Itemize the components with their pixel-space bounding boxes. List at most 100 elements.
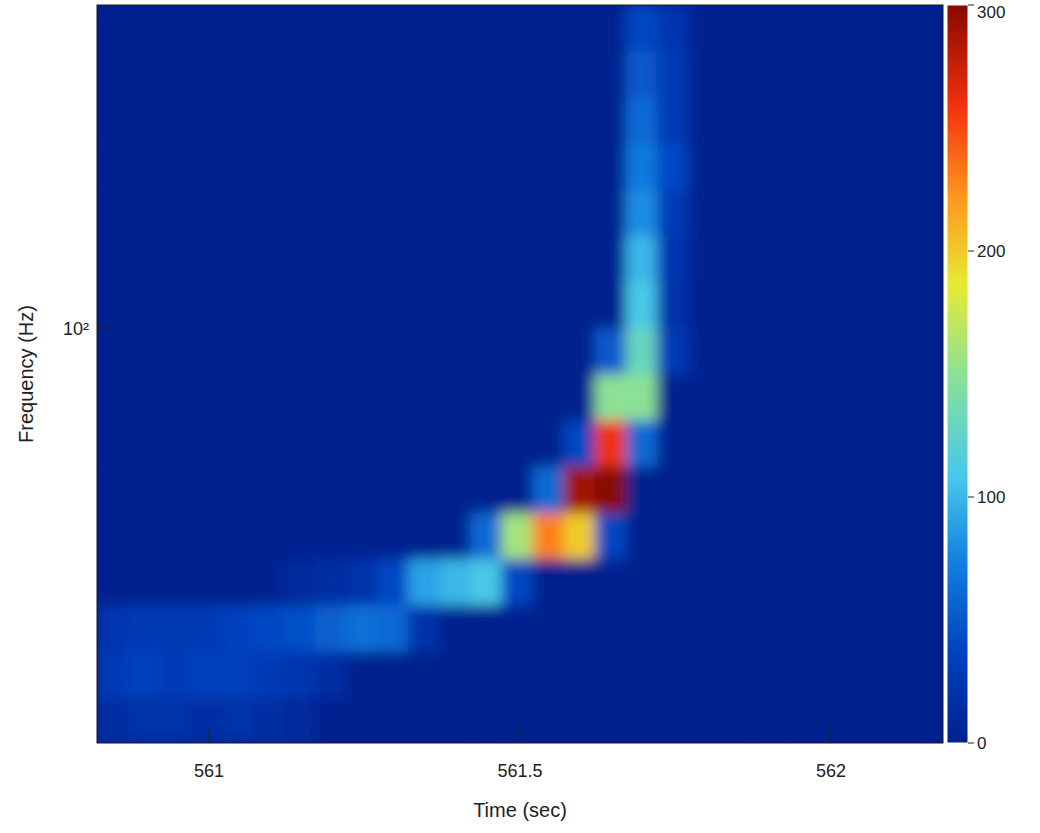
cell: [221, 235, 253, 282]
cell: [688, 512, 720, 559]
cell: [564, 374, 596, 421]
cell: [221, 512, 253, 559]
cell: [377, 143, 409, 190]
cell: [97, 512, 129, 559]
cell: [657, 51, 689, 98]
cell: [532, 420, 564, 467]
cell: [253, 466, 285, 513]
cell: [284, 51, 316, 98]
cell: [159, 420, 191, 467]
cell: [688, 328, 720, 375]
cell: [284, 97, 316, 144]
heatmap-cells: [97, 5, 937, 743]
colorbar-tick: [968, 743, 974, 744]
cell: [439, 466, 471, 513]
cell: [906, 466, 938, 513]
cell: [719, 5, 751, 51]
cell: [750, 189, 782, 236]
cell: [812, 605, 844, 652]
cell: [781, 143, 813, 190]
cell: [128, 466, 160, 513]
cell: [501, 374, 533, 421]
cell: [221, 697, 253, 743]
cell: [781, 559, 813, 606]
cell: [657, 374, 689, 421]
cell: [906, 235, 938, 282]
cell: [315, 374, 347, 421]
cell: [97, 5, 129, 51]
cell: [346, 282, 378, 329]
cell: [781, 97, 813, 144]
cell: [253, 282, 285, 329]
cell: [439, 5, 471, 51]
cell: [470, 5, 502, 51]
cell: [564, 697, 596, 743]
cell: [532, 189, 564, 236]
cell: [501, 420, 533, 467]
cell: [501, 466, 533, 513]
cell: [626, 235, 658, 282]
cell: [315, 420, 347, 467]
cell: [470, 282, 502, 329]
cell: [532, 697, 564, 743]
cell: [408, 328, 440, 375]
cell: [128, 651, 160, 698]
cell: [190, 143, 222, 190]
cell: [626, 97, 658, 144]
cell: [564, 605, 596, 652]
cell: [284, 143, 316, 190]
x-tick: [520, 727, 521, 743]
cell: [688, 559, 720, 606]
cell: [221, 466, 253, 513]
cell: [781, 651, 813, 698]
cell: [501, 697, 533, 743]
cell: [284, 328, 316, 375]
cell: [315, 697, 347, 743]
cell: [843, 189, 875, 236]
cell: [315, 97, 347, 144]
cell: [657, 420, 689, 467]
cell: [221, 651, 253, 698]
cell: [595, 512, 627, 559]
cell: [284, 5, 316, 51]
cell: [346, 143, 378, 190]
cell: [97, 651, 129, 698]
cell: [843, 697, 875, 743]
cell: [253, 143, 285, 190]
cell: [532, 328, 564, 375]
cell: [719, 143, 751, 190]
cell: [470, 143, 502, 190]
cell: [688, 235, 720, 282]
cell: [595, 235, 627, 282]
cell: [781, 235, 813, 282]
cell: [190, 512, 222, 559]
cell: [439, 697, 471, 743]
cell: [439, 651, 471, 698]
cell: [626, 5, 658, 51]
cell: [657, 282, 689, 329]
cell: [97, 697, 129, 743]
cell: [532, 282, 564, 329]
cell: [532, 235, 564, 282]
cell: [812, 143, 844, 190]
cell: [843, 651, 875, 698]
cell: [501, 235, 533, 282]
cell: [595, 559, 627, 606]
cell: [315, 605, 347, 652]
cell: [346, 466, 378, 513]
cell: [626, 374, 658, 421]
cell: [626, 143, 658, 190]
cell: [159, 605, 191, 652]
cell: [812, 328, 844, 375]
cell: [253, 605, 285, 652]
y-tick-label: 10²: [63, 319, 89, 339]
cell: [190, 605, 222, 652]
cell: [843, 235, 875, 282]
cell: [875, 559, 907, 606]
cell: [190, 235, 222, 282]
cell: [439, 143, 471, 190]
cell: [688, 651, 720, 698]
cell: [750, 5, 782, 51]
cell: [843, 97, 875, 144]
cell: [315, 282, 347, 329]
